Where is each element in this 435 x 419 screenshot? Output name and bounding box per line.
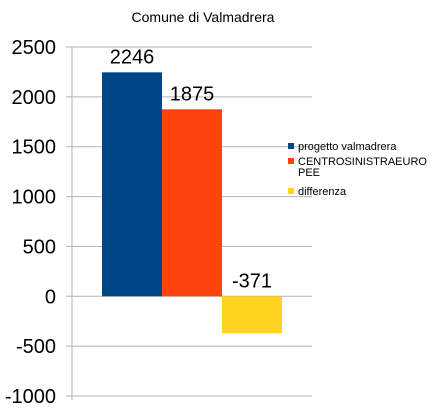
data-label: 1875	[170, 83, 215, 105]
y-tick-label: -500	[16, 336, 56, 358]
data-label: -371	[232, 270, 272, 292]
bar-1	[102, 72, 162, 297]
legend-swatch	[288, 158, 294, 164]
y-tick-label: -1000	[5, 386, 56, 408]
y-tick-label: 1000	[12, 187, 57, 209]
bar-2	[162, 109, 222, 297]
y-tick-label: 2000	[12, 87, 57, 109]
bar-3	[222, 296, 282, 334]
data-label: 2246	[110, 46, 155, 68]
data-labels: 2246 1875 -371	[110, 46, 272, 292]
legend-label: CENTROSINISTRAEURO	[298, 156, 427, 168]
legend-swatch	[288, 143, 294, 149]
y-tick-label: 500	[23, 236, 56, 258]
legend-label: PEE	[298, 167, 320, 179]
chart-title: Comune di Valmadrera	[132, 9, 275, 25]
y-tick-labels: 2500 2000 1500 1000 500 0 -500 -1000	[5, 37, 56, 408]
legend-label: differenza	[298, 186, 347, 198]
bars	[102, 72, 282, 334]
legend: progetto valmadrera CENTROSINISTRAEUROPEE…	[288, 141, 427, 198]
y-tick-label: 0	[45, 286, 56, 308]
legend-label: progetto valmadrera	[298, 141, 397, 153]
y-tick-label: 2500	[12, 37, 57, 59]
y-tick-label: 1500	[12, 137, 57, 159]
legend-swatch	[288, 188, 294, 194]
